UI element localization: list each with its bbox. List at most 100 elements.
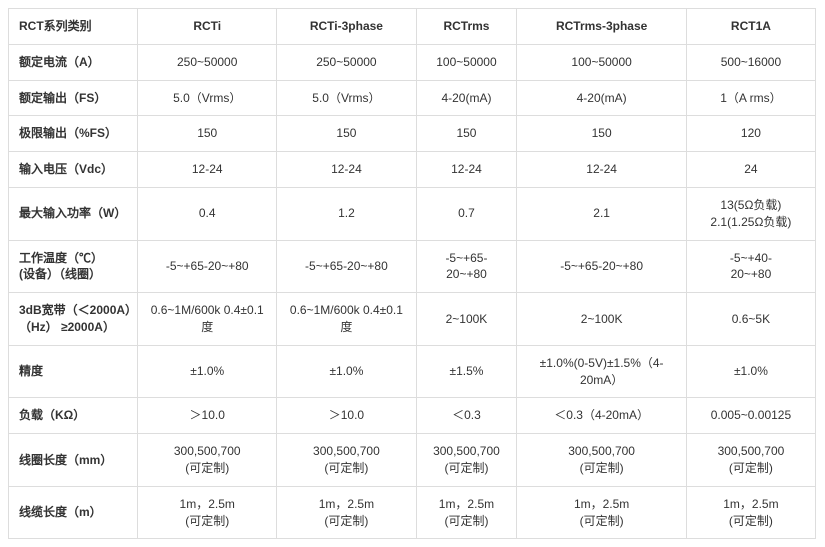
cell: 24 [686,152,815,188]
cell: 1m，2.5m (可定制) [277,486,416,539]
table-row: 精度 ±1.0% ±1.0% ±1.5% ±1.0%(0-5V)±1.5%（4-… [9,345,816,398]
cell: 4-20(mA) [416,80,517,116]
cell: ±1.0%(0-5V)±1.5%（4- 20mA） [517,345,686,398]
table-row: 极限输出（%FS） 150 150 150 150 120 [9,116,816,152]
cell: 250~50000 [277,44,416,80]
row-label-line: 3dB宽带（＜2000A） [19,302,131,319]
cell: 0.7 [416,187,517,240]
cell: -5~+65-20~+80 [138,240,277,293]
cell: 300,500,700 (可定制) [416,434,517,487]
cell: 120 [686,116,815,152]
cell: 250~50000 [138,44,277,80]
row-label: 额定输出（FS） [9,80,138,116]
cell-line: 300,500,700 [144,443,270,460]
cell-line: 1m，2.5m [144,496,270,513]
cell: 5.0（Vrms） [277,80,416,116]
cell: ＜0.3（4-20mA） [517,398,686,434]
cell: 13(5Ω负载) 2.1(1.25Ω负载) [686,187,815,240]
cell: ＜0.3 [416,398,517,434]
cell: 0.4 [138,187,277,240]
row-label-line: （Hz） ≥2000A） [19,319,131,336]
cell: 300,500,700 (可定制) [277,434,416,487]
row-label: 最大输入功率（W） [9,187,138,240]
cell-line: ±1.0%(0-5V)±1.5%（4- [523,355,679,372]
cell: 1m，2.5m (可定制) [416,486,517,539]
cell: 0.005~0.00125 [686,398,815,434]
table-row: 线缆长度（m） 1m，2.5m (可定制) 1m，2.5m (可定制) 1m，2… [9,486,816,539]
table-header-row: RCT系列类别 RCTi RCTi-3phase RCTrms RCTrms-3… [9,9,816,45]
col-header-category: RCT系列类别 [9,9,138,45]
cell: 1m，2.5m (可定制) [138,486,277,539]
table-row: 额定输出（FS） 5.0（Vrms） 5.0（Vrms） 4-20(mA) 4-… [9,80,816,116]
cell-line: 1m，2.5m [693,496,809,513]
cell: 150 [138,116,277,152]
col-header-rcti: RCTi [138,9,277,45]
spec-table: RCT系列类别 RCTi RCTi-3phase RCTrms RCTrms-3… [8,8,816,539]
cell-line: 300,500,700 [283,443,409,460]
table-row: 3dB宽带（＜2000A） （Hz） ≥2000A） 0.6~1M/600k 0… [9,293,816,346]
row-label: 负载（KΩ） [9,398,138,434]
cell: 1（A rms） [686,80,815,116]
cell: ±1.0% [138,345,277,398]
row-label: 输入电压（Vdc） [9,152,138,188]
cell: 150 [416,116,517,152]
cell: 150 [277,116,416,152]
cell: -5~+65- 20~+80 [416,240,517,293]
cell: 300,500,700 (可定制) [517,434,686,487]
table-row: 输入电压（Vdc） 12-24 12-24 12-24 12-24 24 [9,152,816,188]
cell: 0.6~1M/600k 0.4±0.1 度 [277,293,416,346]
cell: 1m，2.5m (可定制) [517,486,686,539]
cell: 100~50000 [416,44,517,80]
table-row: 负载（KΩ） ＞10.0 ＞10.0 ＜0.3 ＜0.3（4-20mA） 0.0… [9,398,816,434]
cell: ±1.5% [416,345,517,398]
row-label: 极限输出（%FS） [9,116,138,152]
cell-line: 20mA） [523,372,679,389]
table-row: 最大输入功率（W） 0.4 1.2 0.7 2.1 13(5Ω负载) 2.1(1… [9,187,816,240]
row-label: 线缆长度（m） [9,486,138,539]
cell-line: (可定制) [283,460,409,477]
cell-line: 13(5Ω负载) [693,197,809,214]
cell: -5~+65-20~+80 [517,240,686,293]
row-label-line: (设备）（线圈） [19,266,131,283]
cell-line: 1m，2.5m [523,496,679,513]
col-header-rcti3phase: RCTi-3phase [277,9,416,45]
cell: ＞10.0 [277,398,416,434]
cell: 300,500,700 (可定制) [686,434,815,487]
table-row: 额定电流（A） 250~50000 250~50000 100~50000 10… [9,44,816,80]
cell-line: 2.1(1.25Ω负载) [693,214,809,231]
cell-line: -5~+65- [423,250,511,267]
cell-line: 0.6~1M/600k 0.4±0.1 [283,302,409,319]
cell: 2~100K [416,293,517,346]
cell: ±1.0% [686,345,815,398]
row-label-line: 工作温度（℃） [19,250,131,267]
cell-line: 度 [283,319,409,336]
cell-line: 300,500,700 [423,443,511,460]
row-label: 线圈长度（mm） [9,434,138,487]
cell-line: 300,500,700 [693,443,809,460]
col-header-rctrms3phase: RCTrms-3phase [517,9,686,45]
cell-line: 1m，2.5m [423,496,511,513]
col-header-rctrms: RCTrms [416,9,517,45]
cell-line: (可定制) [693,460,809,477]
cell: 150 [517,116,686,152]
cell: -5~+40- 20~+80 [686,240,815,293]
cell: 300,500,700 (可定制) [138,434,277,487]
col-header-rct1a: RCT1A [686,9,815,45]
cell: 12-24 [416,152,517,188]
cell: ＞10.0 [138,398,277,434]
cell-line: 20~+80 [693,266,809,283]
row-label: 额定电流（A） [9,44,138,80]
cell: -5~+65-20~+80 [277,240,416,293]
cell-line: (可定制) [144,460,270,477]
cell: ±1.0% [277,345,416,398]
cell: 0.6~1M/600k 0.4±0.1 度 [138,293,277,346]
cell: 5.0（Vrms） [138,80,277,116]
cell: 2.1 [517,187,686,240]
cell-line: 度 [144,319,270,336]
cell-line: -5~+40- [693,250,809,267]
cell: 500~16000 [686,44,815,80]
cell-line: 20~+80 [423,266,511,283]
cell: 100~50000 [517,44,686,80]
cell-line: (可定制) [523,460,679,477]
cell: 12-24 [277,152,416,188]
